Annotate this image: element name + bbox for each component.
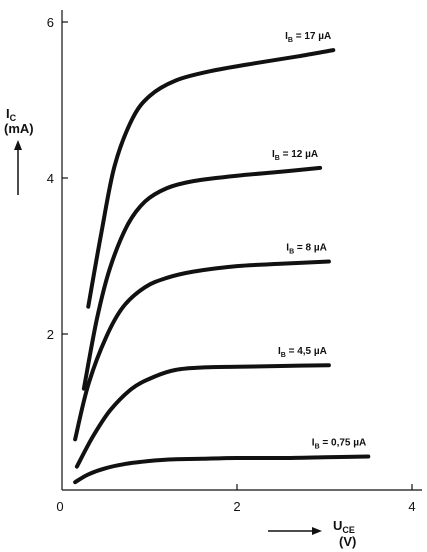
y-axis-title: IC [6, 106, 17, 123]
x-tick-label: 4 [408, 499, 415, 514]
y-tick-label: 4 [47, 171, 54, 186]
y-axis-unit: (mA) [4, 121, 34, 136]
series-line [74, 363, 331, 469]
series-label: IB = 17 µA [285, 31, 331, 44]
x-axis-arrow [268, 527, 322, 535]
series-line [73, 259, 331, 442]
series-line [86, 48, 336, 309]
curves [73, 48, 371, 485]
x-axis-subscript: CE [342, 525, 355, 535]
x-axis-symbol: U [333, 518, 342, 533]
series-labels: IB = 17 µA IB = 12 µA IB = 8 µA IB = 4,5 µA… [272, 31, 366, 450]
ticks: 6 4 2 0 2 4 [47, 15, 416, 514]
x-axis-unit: (V) [339, 534, 356, 549]
x-tick-label: 2 [233, 499, 240, 514]
series-line [73, 454, 371, 485]
y-tick-label: 6 [47, 15, 54, 30]
y-axis-arrow [14, 140, 22, 195]
y-axis-symbol: I [6, 106, 10, 121]
y-axis-subscript: C [10, 113, 17, 123]
y-tick-label: 2 [47, 327, 54, 342]
series-label: IB = 0,75 µA [312, 437, 366, 450]
series-label: IB = 8 µA [286, 242, 327, 255]
series-line [81, 165, 323, 391]
series-label: IB = 4,5 µA [278, 346, 327, 359]
x-tick-label: 0 [56, 499, 63, 514]
series-label: IB = 12 µA [272, 149, 318, 162]
x-axis-title: UCE [333, 518, 355, 535]
